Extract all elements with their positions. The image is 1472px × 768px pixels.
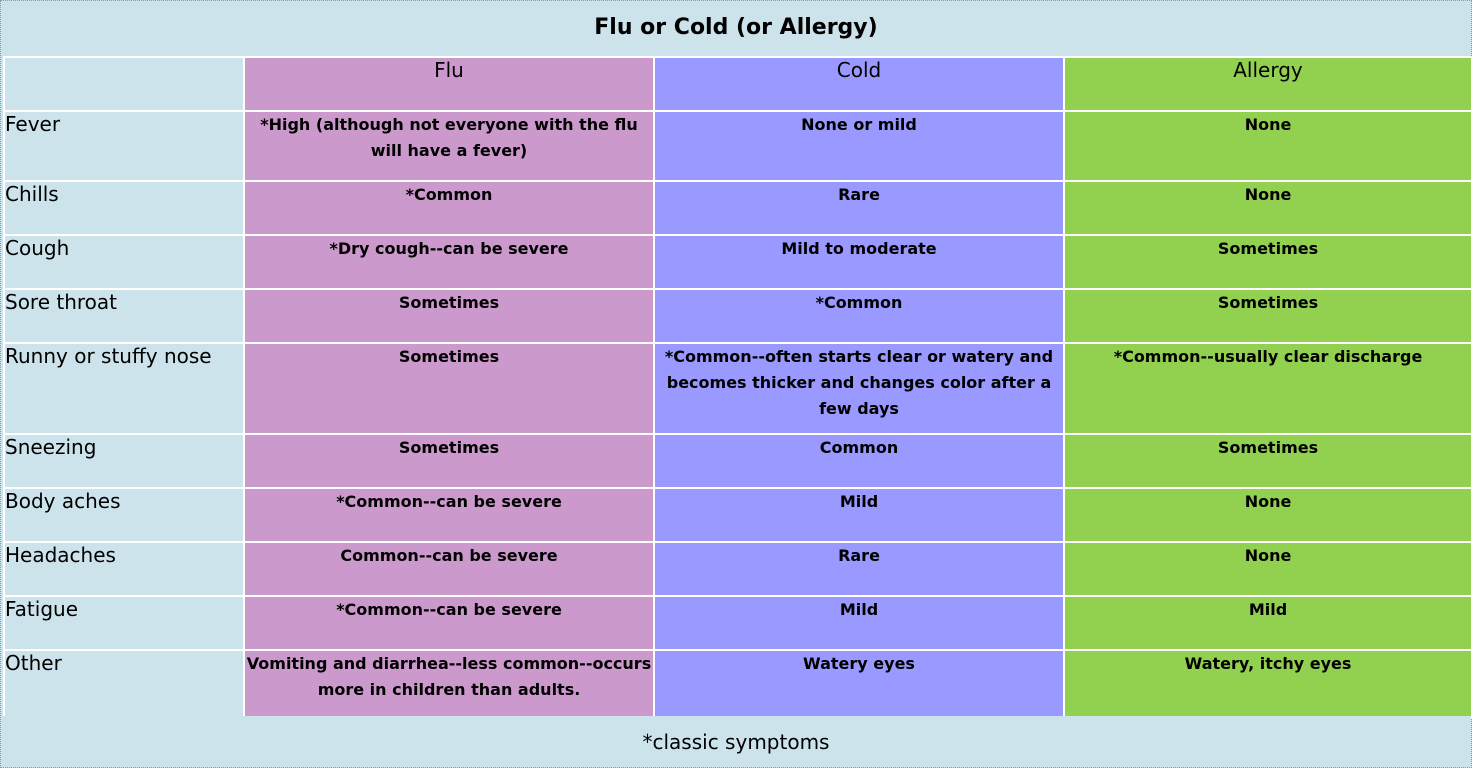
cold-cell: Rare (653, 180, 1065, 236)
table-row: Body aches *Common--can be severe Mild N… (3, 487, 1472, 543)
cold-cell: None or mild (653, 110, 1065, 182)
symptom-table: Flu Cold Allergy Fever *High (although n… (3, 56, 1472, 719)
column-header-allergy: Allergy (1063, 56, 1472, 112)
chart-title: Flu or Cold (or Allergy) (1, 1, 1471, 53)
table-row: Sneezing Sometimes Common Sometimes (3, 433, 1472, 489)
cold-cell: Watery eyes (653, 649, 1065, 719)
flu-cell: Sometimes (243, 342, 655, 435)
table-row: Fatigue *Common--can be severe Mild Mild (3, 595, 1472, 651)
row-label: Fever (3, 110, 245, 182)
row-label: Headaches (3, 541, 245, 597)
row-label: Chills (3, 180, 245, 236)
allergy-cell: Sometimes (1063, 288, 1472, 344)
allergy-cell: Sometimes (1063, 234, 1472, 290)
column-header-flu: Flu (243, 56, 655, 112)
row-label: Other (3, 649, 245, 719)
row-label: Sneezing (3, 433, 245, 489)
allergy-cell: None (1063, 487, 1472, 543)
table-row: Sore throat Sometimes *Common Sometimes (3, 288, 1472, 344)
table-row: Fever *High (although not everyone with … (3, 110, 1472, 182)
flu-cell: *Common--can be severe (243, 595, 655, 651)
flu-cell: Common--can be severe (243, 541, 655, 597)
flu-cell: Sometimes (243, 288, 655, 344)
cold-cell: *Common--often starts clear or watery an… (653, 342, 1065, 435)
flu-cell: Sometimes (243, 433, 655, 489)
row-label: Runny or stuffy nose (3, 342, 245, 435)
allergy-cell: None (1063, 110, 1472, 182)
allergy-cell: *Common--usually clear discharge (1063, 342, 1472, 435)
table-row: Runny or stuffy nose Sometimes *Common--… (3, 342, 1472, 435)
table-row: Cough *Dry cough--can be severe Mild to … (3, 234, 1472, 290)
cold-cell: Rare (653, 541, 1065, 597)
table-row: Other Vomiting and diarrhea--less common… (3, 649, 1472, 719)
cold-cell: *Common (653, 288, 1065, 344)
flu-cell: *Common (243, 180, 655, 236)
row-label: Body aches (3, 487, 245, 543)
column-header-cold: Cold (653, 56, 1065, 112)
row-label: Cough (3, 234, 245, 290)
table-row: Chills *Common Rare None (3, 180, 1472, 236)
corner-cell (3, 56, 245, 112)
flu-cell: Vomiting and diarrhea--less common--occu… (243, 649, 655, 719)
cold-cell: Mild (653, 487, 1065, 543)
allergy-cell: Watery, itchy eyes (1063, 649, 1472, 719)
cold-cell: Mild (653, 595, 1065, 651)
flu-cell: *Common--can be severe (243, 487, 655, 543)
table-row: Headaches Common--can be severe Rare Non… (3, 541, 1472, 597)
footnote: *classic symptoms (1, 716, 1471, 767)
flu-cell: *Dry cough--can be severe (243, 234, 655, 290)
row-label: Fatigue (3, 595, 245, 651)
row-label: Sore throat (3, 288, 245, 344)
allergy-cell: None (1063, 180, 1472, 236)
allergy-cell: Sometimes (1063, 433, 1472, 489)
allergy-cell: None (1063, 541, 1472, 597)
allergy-cell: Mild (1063, 595, 1472, 651)
flu-cell: *High (although not everyone with the fl… (243, 110, 655, 182)
cold-cell: Common (653, 433, 1065, 489)
header-row: Flu Cold Allergy (3, 56, 1472, 112)
cold-cell: Mild to moderate (653, 234, 1065, 290)
